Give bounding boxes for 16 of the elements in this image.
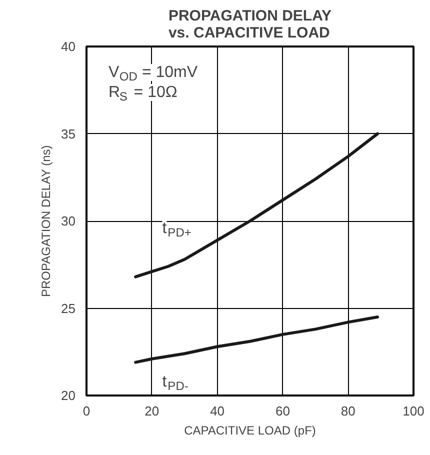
x-tick-label: 40 [210, 404, 225, 418]
y-tick-label: 25 [61, 300, 76, 316]
line-series [134, 132, 380, 278]
x-tick-label: 80 [340, 404, 356, 418]
y-axis-title: PROPAGATION DELAY (ns) [39, 145, 54, 298]
y-tick-label: 40 [61, 39, 76, 54]
x-tick-label: 20 [144, 404, 160, 418]
y-tick-label: 35 [61, 126, 76, 142]
line-series [134, 315, 380, 364]
x-tick-label: 100 [402, 404, 424, 418]
y-tick-label: 30 [61, 214, 76, 228]
x-tick-label: 0 [82, 404, 90, 418]
chart-title: PROPAGATION DELAY vs. CAPACITIVE LOAD [168, 8, 332, 42]
x-axis-title: CAPACITIVE LOAD (pF) [184, 424, 316, 438]
x-tick-label: 60 [275, 404, 290, 418]
y-tick-label: 20 [61, 388, 76, 403]
